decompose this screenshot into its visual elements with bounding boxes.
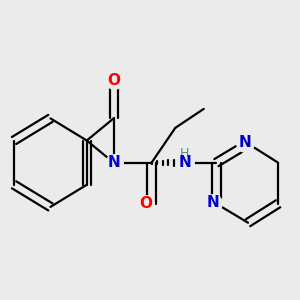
Point [143, 201, 148, 206]
Point [111, 78, 116, 83]
Text: N: N [107, 155, 120, 170]
Text: H: H [180, 147, 190, 160]
Text: N: N [238, 135, 251, 150]
Text: N: N [178, 155, 191, 170]
Text: N: N [207, 195, 220, 210]
Text: O: O [107, 73, 120, 88]
Text: O: O [139, 196, 152, 211]
Point [182, 160, 187, 165]
Point [211, 200, 216, 205]
Point [242, 140, 247, 145]
Point [111, 160, 116, 165]
